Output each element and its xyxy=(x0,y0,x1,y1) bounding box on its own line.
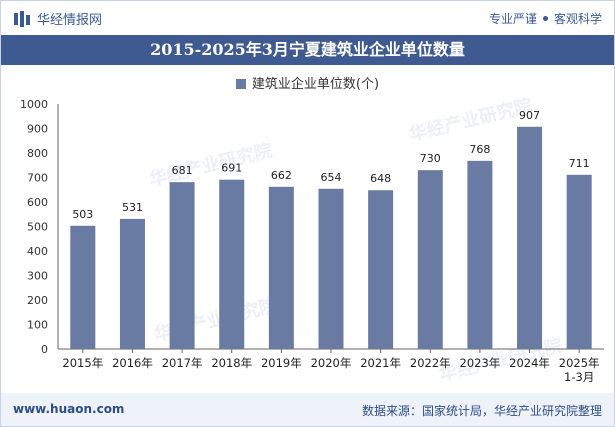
y-tick-label: 600 xyxy=(27,196,48,209)
bar-value-label: 691 xyxy=(221,162,242,175)
x-tick-label: 2025年 1-3月 xyxy=(559,356,600,384)
bar-value-label: 531 xyxy=(122,201,143,214)
y-tick-label: 300 xyxy=(27,270,48,283)
bar xyxy=(219,179,245,349)
x-tick-label: 2021年 xyxy=(360,356,401,370)
x-tick-label: 2016年 xyxy=(112,356,153,370)
tagline: 专业严谨 客观科学 xyxy=(489,10,602,27)
bar xyxy=(417,170,443,349)
bar-value-label: 681 xyxy=(172,164,193,177)
x-tick-label: 2022年 xyxy=(410,356,451,370)
bar-value-label: 648 xyxy=(370,172,391,185)
top-bar: 华经情报网 专业严谨 客观科学 xyxy=(1,1,614,35)
data-source: 数据来源：国家统计局，华经产业研究院整理 xyxy=(361,404,602,418)
y-tick-label: 200 xyxy=(27,294,48,307)
bar xyxy=(70,225,96,349)
y-tick-label: 400 xyxy=(27,245,48,258)
bar xyxy=(467,160,493,349)
bar xyxy=(566,174,592,349)
y-tick-label: 800 xyxy=(27,147,48,160)
bar-value-label: 907 xyxy=(519,109,540,122)
x-tick-label: 2018年 xyxy=(211,356,252,370)
x-tick-label: 2017年 xyxy=(162,356,203,370)
brand: 华经情报网 xyxy=(13,9,102,28)
legend: 建筑业企业单位数(个) xyxy=(1,73,614,92)
logo-icon xyxy=(14,10,30,27)
y-tick-label: 700 xyxy=(27,172,48,185)
bar-value-label: 503 xyxy=(72,208,93,221)
legend-swatch xyxy=(235,79,246,89)
website-link[interactable]: www.huaon.com xyxy=(13,402,125,416)
bar-chart: 华经产业研究院华经产业研究院华经产业研究院华经产业研究院010020030040… xyxy=(20,94,604,386)
y-tick-label: 0 xyxy=(41,343,48,356)
x-tick-label: 2023年 xyxy=(460,356,501,370)
bar xyxy=(119,218,145,349)
bar-value-label: 768 xyxy=(469,143,490,156)
y-tick-label: 500 xyxy=(27,221,48,234)
bar-value-label: 711 xyxy=(569,157,590,170)
bar xyxy=(368,190,394,349)
bar-value-label: 730 xyxy=(420,152,441,165)
legend-label: 建筑业企业单位数(个) xyxy=(251,77,380,92)
y-tick-label: 100 xyxy=(27,319,48,332)
y-tick-label: 900 xyxy=(27,123,48,136)
x-tick-label: 2015年 xyxy=(62,356,103,370)
y-tick-label: 1000 xyxy=(20,98,48,111)
brand-name: 华经情报网 xyxy=(37,13,103,28)
bar-value-label: 654 xyxy=(321,171,342,184)
bar-value-label: 662 xyxy=(271,169,292,182)
tagline-right: 客观科学 xyxy=(553,12,602,26)
x-tick-label: 2020年 xyxy=(311,356,352,370)
tagline-left: 专业严谨 xyxy=(488,12,537,26)
bar xyxy=(517,126,543,349)
chart-title: 2015-2025年3月宁夏建筑业企业单位数量 xyxy=(1,35,614,65)
watermark-text: 华经产业研究院 xyxy=(147,139,275,191)
footer: www.huaon.com 数据来源：国家统计局，华经产业研究院整理 xyxy=(1,393,614,426)
bar xyxy=(169,182,195,349)
bar xyxy=(268,186,294,349)
bar xyxy=(318,188,344,349)
x-tick-label: 2024年 xyxy=(509,356,550,370)
watermark-text: 华经产业研究院 xyxy=(407,94,535,146)
bullet-icon xyxy=(542,16,548,21)
x-tick-label: 2019年 xyxy=(261,356,302,370)
